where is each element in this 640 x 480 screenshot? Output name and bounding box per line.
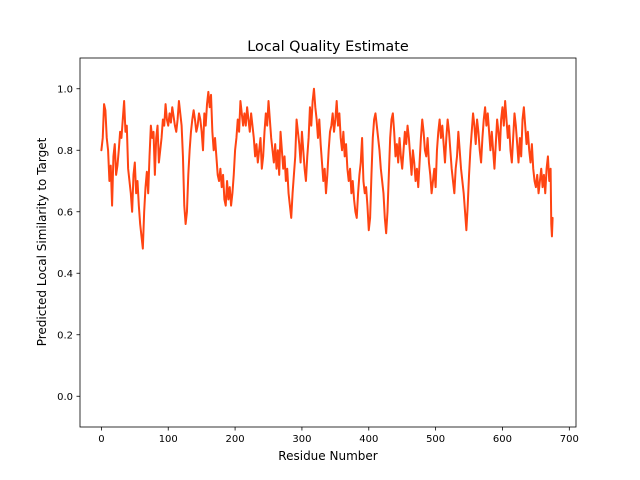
x-axis: 0 100 200 300 400 500 600 700 bbox=[98, 427, 579, 445]
x-tick-label: 600 bbox=[493, 434, 512, 445]
x-tick-label: 300 bbox=[292, 434, 311, 445]
y-tick-label: 1.0 bbox=[57, 84, 73, 95]
x-tick-label: 700 bbox=[560, 434, 579, 445]
x-tick-label: 400 bbox=[359, 434, 378, 445]
y-tick-label: 0.0 bbox=[57, 392, 73, 403]
y-tick-label: 0.2 bbox=[57, 330, 73, 341]
series-line bbox=[100, 87, 554, 250]
y-tick-label: 0.4 bbox=[57, 269, 73, 280]
x-tick-label: 500 bbox=[426, 434, 445, 445]
plot-area bbox=[79, 57, 577, 428]
axes-frame bbox=[79, 57, 577, 428]
x-tick-label: 100 bbox=[159, 434, 178, 445]
x-axis-label: Residue Number bbox=[278, 449, 377, 463]
chart-title: Local Quality Estimate bbox=[247, 39, 409, 55]
y-axis: 0.0 0.2 0.4 0.6 0.8 1.0 bbox=[57, 84, 80, 403]
y-tick-label: 0.8 bbox=[57, 146, 73, 157]
x-tick-label: 200 bbox=[226, 434, 245, 445]
x-tick-label: 0 bbox=[98, 434, 104, 445]
y-tick-label: 0.6 bbox=[57, 207, 73, 218]
y-axis-label: Predicted Local Similarity to Target bbox=[35, 137, 49, 346]
